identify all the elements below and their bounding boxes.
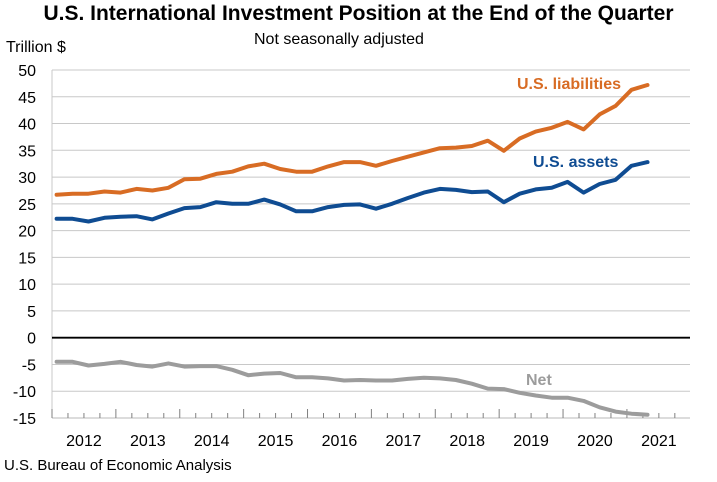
series-label-net: Net <box>526 372 552 389</box>
y-tick-label: 15 <box>18 250 36 267</box>
series-line-net <box>54 359 650 417</box>
y-axis-label: Trillion $ <box>6 39 66 56</box>
y-tick-label: 40 <box>18 117 36 134</box>
x-tick-label: 2017 <box>386 433 422 450</box>
source-note: U.S. Bureau of Economic Analysis <box>4 457 232 474</box>
x-tick-label: 2014 <box>194 433 230 450</box>
chart-title: U.S. International Investment Position a… <box>43 2 674 25</box>
x-tick-label: 2020 <box>577 433 613 450</box>
y-tick-label: 25 <box>18 197 36 214</box>
series-line-assets <box>54 160 650 224</box>
y-tick-label: 45 <box>18 90 36 107</box>
y-tick-label: 50 <box>18 63 36 80</box>
series-line-liabilities <box>54 83 650 197</box>
y-tick-label: -10 <box>13 384 36 401</box>
x-tick-label: 2012 <box>66 433 102 450</box>
x-tick-label: 2018 <box>449 433 485 450</box>
x-tick-label: 2016 <box>322 433 358 450</box>
y-tick-label: 20 <box>18 224 36 241</box>
y-tick-label: -5 <box>22 357 36 374</box>
series-label-liabilities: U.S. liabilities <box>517 76 621 93</box>
chart-subtitle: Not seasonally adjusted <box>254 31 424 48</box>
y-tick-label: 0 <box>27 331 36 348</box>
x-tick-label: 2021 <box>641 433 677 450</box>
y-tick-label: 5 <box>27 304 36 321</box>
y-tick-label: -15 <box>13 411 36 428</box>
x-tick-label: 2019 <box>513 433 549 450</box>
series-label-assets: U.S. assets <box>533 154 618 171</box>
x-tick-label: 2013 <box>130 433 166 450</box>
y-tick-label: 35 <box>18 143 36 160</box>
y-tick-label: 30 <box>18 170 36 187</box>
x-tick-label: 2015 <box>258 433 294 450</box>
y-tick-label: 10 <box>18 277 36 294</box>
